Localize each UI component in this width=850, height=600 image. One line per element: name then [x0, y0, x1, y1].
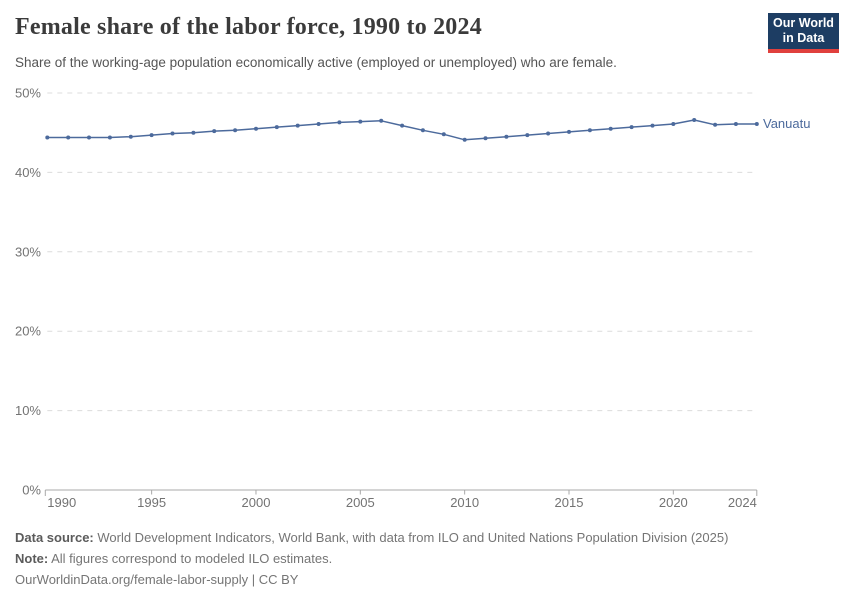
chart-footer: Data source: World Development Indicator… — [15, 527, 835, 590]
note-label: Note: — [15, 551, 49, 566]
data-point — [128, 134, 133, 139]
chart-subtitle: Share of the working-age population econ… — [15, 55, 617, 70]
data-point — [462, 137, 467, 142]
chart-svg: 0% 10% 20% 30% 40% 50% 1990 1995 2000 2005 2010 201… — [15, 86, 759, 510]
data-point — [400, 123, 405, 128]
data-point — [274, 125, 279, 130]
data-point — [295, 123, 300, 128]
data-point — [337, 120, 342, 125]
data-point — [754, 122, 759, 126]
datasource-text: World Development Indicators, World Bank… — [93, 530, 729, 545]
data-point — [650, 123, 655, 128]
datasource-label: Data source: — [15, 530, 94, 545]
data-point — [504, 134, 509, 139]
data-point — [420, 128, 425, 133]
page-title: Female share of the labor force, 1990 to… — [15, 14, 482, 40]
data-point — [45, 135, 50, 140]
data-point — [525, 133, 530, 138]
y-tick-label: 30% — [15, 244, 41, 259]
data-point — [608, 126, 613, 131]
data-point — [567, 129, 571, 134]
x-tick-label: 2000 — [242, 495, 271, 510]
series-line-vanuatu — [47, 119, 757, 141]
x-tick-label: 2005 — [346, 495, 375, 510]
data-point — [692, 118, 697, 122]
entity-label: Vanuatu — [763, 116, 811, 131]
data-point — [713, 122, 718, 127]
y-tick-label: 20% — [15, 324, 41, 339]
x-tick-label: 2020 — [659, 495, 688, 510]
data-point — [212, 129, 217, 134]
data-point — [107, 135, 112, 140]
data-point — [66, 135, 71, 140]
x-tick-label: 1990 — [47, 495, 76, 510]
owid-logo[interactable]: Our World in Data — [768, 13, 839, 53]
data-point — [87, 135, 91, 140]
note-text: All figures correspond to modeled ILO es… — [48, 551, 333, 566]
x-tick-label: 2024 — [728, 495, 757, 510]
x-tick-label: 2015 — [555, 495, 584, 510]
owid-logo-line2: in Data — [782, 31, 825, 45]
data-point — [233, 128, 238, 133]
owid-logo-line1: Our World — [773, 16, 834, 30]
x-tick-label: 2010 — [450, 495, 479, 510]
data-point — [170, 131, 175, 136]
y-tick-label: 0% — [22, 483, 41, 498]
note-line: Note: All figures correspond to modeled … — [15, 548, 835, 569]
data-point — [441, 132, 446, 137]
data-point — [254, 126, 258, 131]
data-point — [358, 119, 363, 124]
y-tick-label: 40% — [15, 165, 41, 180]
data-point — [483, 136, 488, 141]
data-point — [671, 122, 676, 126]
data-point — [587, 128, 592, 133]
data-point — [191, 130, 196, 135]
data-point — [316, 122, 321, 126]
y-tick-label: 10% — [15, 403, 41, 418]
x-tick-label: 1995 — [137, 495, 166, 510]
data-point — [149, 133, 154, 138]
data-point — [379, 118, 384, 123]
data-point — [629, 125, 634, 130]
datasource-line: Data source: World Development Indicator… — [15, 527, 835, 548]
y-tick-label: 50% — [15, 86, 41, 101]
data-point — [733, 122, 738, 126]
data-point — [546, 131, 551, 136]
url-line: OurWorldinData.org/female-labor-supply |… — [15, 572, 299, 587]
